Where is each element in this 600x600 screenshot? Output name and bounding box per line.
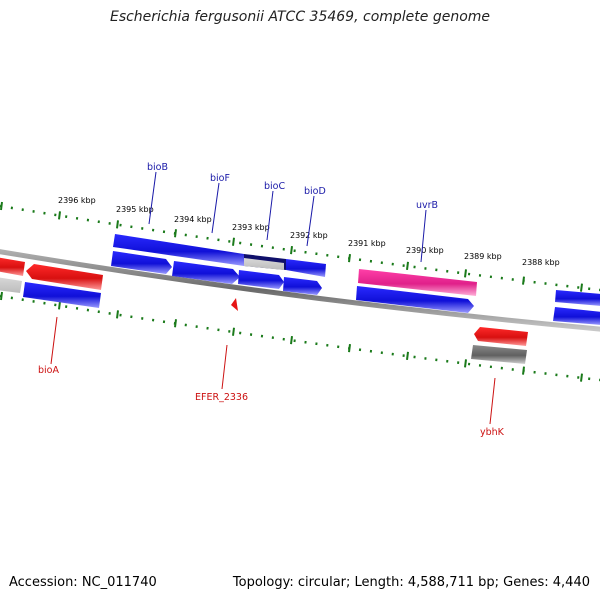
major-tick (116, 310, 119, 319)
map-title: Escherichia fergusonii ATCC 35469, compl… (109, 9, 491, 25)
gene-label-biod[interactable]: bioD (304, 186, 326, 197)
major-tick (232, 327, 235, 336)
major-tick (290, 245, 293, 255)
major-tick (406, 261, 409, 271)
major-tick (406, 351, 409, 361)
major-tick (522, 276, 525, 285)
major-tick (174, 229, 177, 238)
gene-bioa-feature[interactable] (26, 264, 103, 290)
gene-label-efer-2336[interactable]: EFER_2336 (195, 392, 248, 403)
gene-biob-feature[interactable] (113, 234, 244, 266)
tick-marks (0, 201, 583, 382)
forward-strand-inner-features (111, 251, 600, 325)
gene-label-biof[interactable]: bioF (210, 173, 230, 184)
label-leaders (50, 171, 496, 425)
kbp-label: 2388 kbp (522, 258, 560, 267)
major-tick (580, 283, 583, 292)
gene-bioa-inner-feature[interactable] (23, 282, 101, 308)
kbp-label: 2391 kbp (348, 239, 386, 248)
genome-summary-text: Topology: circular; Length: 4,588,711 bp… (232, 575, 590, 590)
gene-light-feature[interactable] (244, 258, 284, 270)
major-tick (464, 269, 467, 278)
gene-biof-feature[interactable] (111, 251, 172, 274)
gene-ybhk-pseudo-feature[interactable] (471, 345, 527, 364)
gene-label-ybhk[interactable]: ybhK (480, 427, 505, 438)
major-tick (58, 301, 61, 310)
major-tick (174, 319, 177, 328)
major-tick (116, 220, 119, 229)
gene-left-red-feature[interactable] (0, 257, 25, 276)
gene-efer-2336-feature[interactable] (231, 298, 238, 311)
gene-right-forward-feature[interactable] (555, 290, 600, 306)
kbp-label: 2393 kbp (232, 223, 270, 232)
gene-bioc-feature[interactable] (172, 261, 240, 284)
major-tick (290, 335, 293, 345)
major-tick (580, 373, 583, 382)
major-tick (0, 201, 3, 211)
major-tick (0, 291, 3, 301)
gene-uvrb-feature[interactable] (358, 269, 477, 296)
gene-ybhk-region-feature[interactable] (283, 277, 322, 295)
major-tick (522, 366, 525, 375)
gene-label-bioc[interactable]: bioC (264, 181, 285, 192)
gene-ybhk-feature[interactable] (474, 327, 528, 346)
kbp-label: 2396 kbp (58, 196, 96, 205)
gene-label-biob[interactable]: bioB (147, 162, 168, 173)
accession-text: Accession: NC_011740 (9, 575, 157, 590)
reverse-strand-features (0, 257, 528, 364)
gene-label-bioa[interactable]: bioA (38, 365, 59, 376)
gene-uvrb-inner-feature[interactable] (356, 286, 474, 313)
gene-right-inner-feature[interactable] (553, 307, 600, 325)
kbp-label: 2394 kbp (174, 215, 212, 224)
major-tick (232, 237, 235, 246)
gene-biod-feature[interactable] (238, 270, 284, 289)
genome-backbone (0, 249, 600, 332)
major-tick (58, 211, 61, 220)
kbp-label: 2395 kbp (116, 205, 154, 214)
major-tick (348, 254, 351, 263)
major-tick (348, 344, 351, 353)
gene-biod-region-feature[interactable] (286, 259, 326, 277)
major-tick (464, 359, 467, 368)
kbp-label: 2389 kbp (464, 252, 502, 261)
gene-left-gray-feature[interactable] (0, 277, 22, 293)
kbp-label: 2390 kbp (406, 246, 444, 255)
gene-label-uvrb[interactable]: uvrB (416, 200, 438, 211)
